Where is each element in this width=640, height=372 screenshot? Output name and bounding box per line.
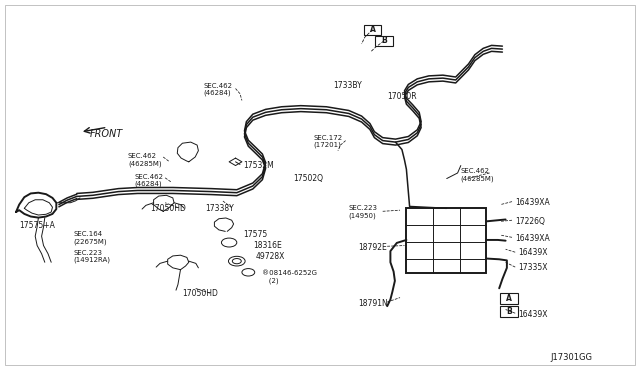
Text: 17226Q: 17226Q (515, 217, 545, 226)
Bar (406, 208, 486, 273)
Text: 17338Y: 17338Y (205, 204, 234, 213)
Text: SEC.462
(46285M): SEC.462 (46285M) (461, 168, 495, 182)
Text: FRONT: FRONT (90, 129, 123, 139)
Text: ®08146-6252G
   (2): ®08146-6252G (2) (262, 270, 317, 284)
Text: 17575+A: 17575+A (19, 221, 55, 230)
Text: SEC.223
(14950): SEC.223 (14950) (349, 205, 378, 219)
Text: SEC.462
(46285M): SEC.462 (46285M) (128, 153, 162, 167)
Text: 18316E: 18316E (253, 241, 282, 250)
Text: 17050R: 17050R (387, 92, 417, 101)
Text: SEC.223
(14912RA): SEC.223 (14912RA) (74, 250, 111, 263)
Text: J17301GG: J17301GG (550, 353, 593, 362)
Text: 18791N: 18791N (358, 299, 388, 308)
Text: 17050HD: 17050HD (150, 204, 186, 213)
Text: B: B (506, 307, 511, 316)
Text: 16439X: 16439X (518, 310, 548, 319)
Bar (500, 306, 518, 317)
Text: 16439XA: 16439XA (515, 198, 550, 207)
Text: 16439X: 16439X (518, 248, 548, 257)
Text: 17050HD: 17050HD (182, 289, 218, 298)
Text: 17502Q: 17502Q (293, 174, 323, 183)
Text: B: B (381, 36, 387, 45)
Text: 17335X: 17335X (518, 263, 548, 272)
Text: 49728X: 49728X (256, 252, 285, 261)
Text: A: A (369, 25, 376, 34)
Text: 1733BY: 1733BY (333, 81, 362, 90)
Text: A: A (506, 294, 512, 303)
Bar (375, 36, 393, 46)
Text: SEC.172
(17201): SEC.172 (17201) (314, 135, 343, 148)
Bar (364, 25, 381, 35)
Text: 17575: 17575 (243, 230, 268, 239)
Text: 18792E: 18792E (358, 243, 387, 252)
Text: SEC.462
(46284): SEC.462 (46284) (134, 174, 163, 187)
Text: 16439XA: 16439XA (515, 234, 550, 243)
Bar (500, 293, 518, 304)
Text: SEC.164
(22675M): SEC.164 (22675M) (74, 231, 108, 245)
Text: SEC.462
(46284): SEC.462 (46284) (204, 83, 232, 96)
Text: 17532M: 17532M (243, 161, 274, 170)
